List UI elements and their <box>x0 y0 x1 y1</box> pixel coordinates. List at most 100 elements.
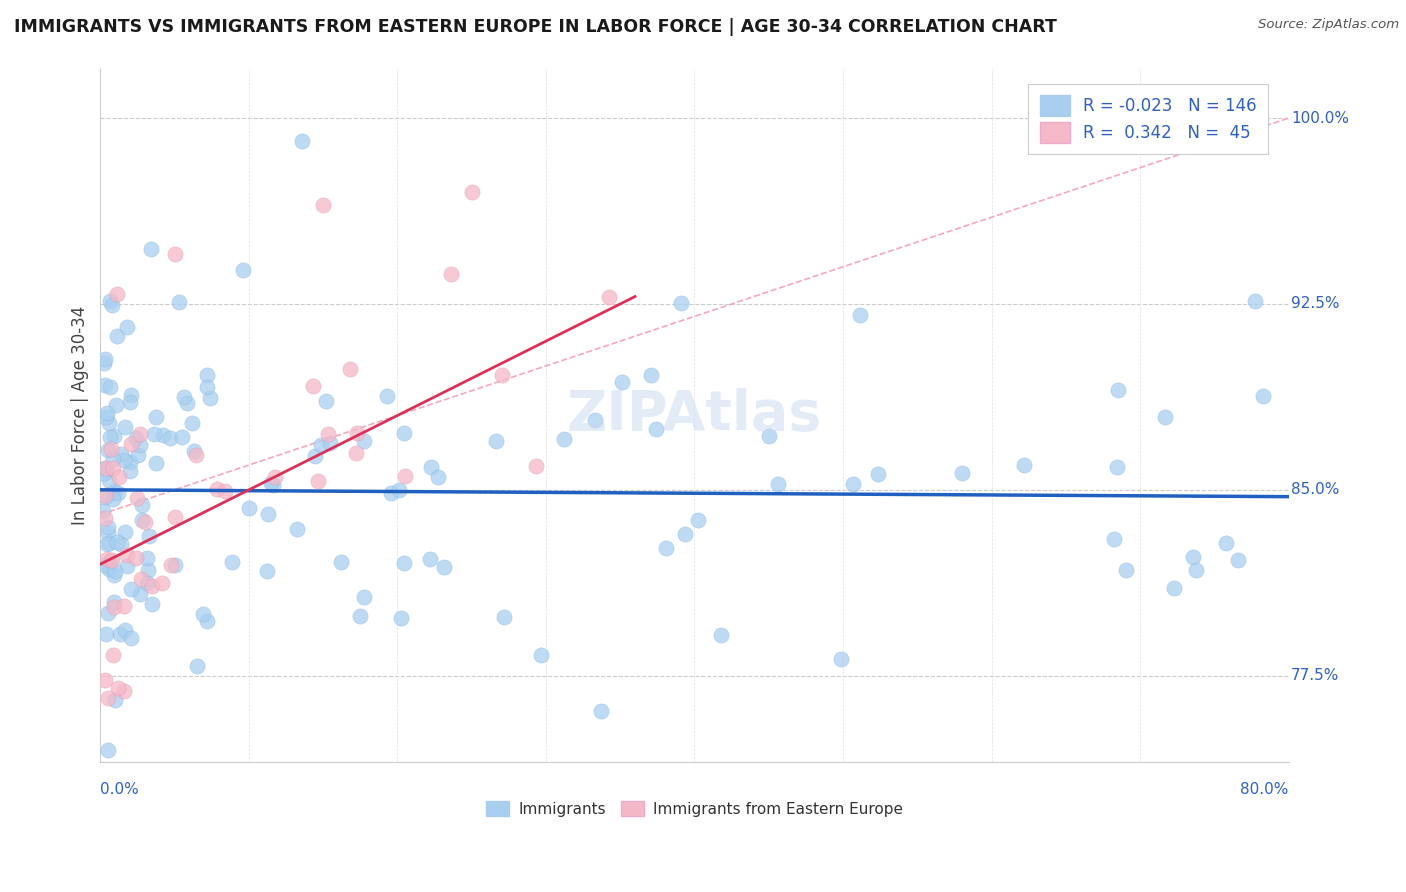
Point <box>675 526 697 541</box>
Point <box>427 470 450 484</box>
Point <box>101 298 124 312</box>
Point <box>93 558 115 573</box>
Point <box>163 247 186 261</box>
Point <box>97 443 120 458</box>
Point <box>654 541 676 555</box>
Point <box>104 564 127 578</box>
Point <box>101 491 124 506</box>
Point <box>94 490 117 504</box>
Point <box>129 586 152 600</box>
Point <box>108 470 131 484</box>
Point <box>94 673 117 687</box>
Point <box>120 437 142 451</box>
Point <box>96 406 118 420</box>
Point <box>141 597 163 611</box>
Point <box>232 263 254 277</box>
Point <box>136 550 159 565</box>
Point <box>1215 536 1237 550</box>
Point <box>1244 293 1267 308</box>
Point <box>136 576 159 591</box>
Point <box>553 432 575 446</box>
Point <box>849 308 872 322</box>
Point <box>1253 389 1275 403</box>
Point <box>392 556 415 570</box>
Point <box>159 558 181 572</box>
Point <box>124 431 146 445</box>
Point <box>380 485 402 500</box>
Point <box>114 524 136 539</box>
Text: 92.5%: 92.5% <box>1291 296 1340 311</box>
Point <box>375 389 398 403</box>
Point <box>98 554 121 568</box>
Point <box>610 375 633 389</box>
Point <box>93 511 115 525</box>
Point <box>205 482 228 496</box>
Point <box>96 537 118 551</box>
Point <box>167 294 190 309</box>
Point <box>758 429 780 443</box>
Point <box>950 466 973 480</box>
Point <box>114 419 136 434</box>
Point <box>257 508 280 522</box>
Point <box>97 473 120 487</box>
Point <box>195 380 218 394</box>
Point <box>311 438 333 452</box>
Point <box>339 361 361 376</box>
Point <box>330 555 353 569</box>
Point <box>1012 458 1035 473</box>
Point <box>766 477 789 491</box>
Point <box>319 436 342 450</box>
Point <box>1115 563 1137 577</box>
Point <box>524 458 547 473</box>
Point <box>129 573 152 587</box>
Point <box>644 422 666 436</box>
Point <box>1153 409 1175 424</box>
Point <box>315 394 337 409</box>
Point <box>112 453 135 467</box>
Point <box>420 460 443 475</box>
Point <box>530 648 553 662</box>
Point <box>97 743 120 757</box>
Point <box>98 562 121 576</box>
Point <box>183 444 205 458</box>
Point <box>598 290 620 304</box>
Point <box>93 356 115 370</box>
Point <box>94 488 117 502</box>
Point <box>120 631 142 645</box>
Point <box>141 578 163 592</box>
Point <box>129 427 152 442</box>
Point <box>433 559 456 574</box>
Point <box>841 476 863 491</box>
Point <box>165 509 187 524</box>
Point <box>97 520 120 534</box>
Point <box>142 427 165 442</box>
Point <box>94 460 117 475</box>
Point <box>346 425 368 440</box>
Point <box>184 448 207 462</box>
Point <box>108 626 131 640</box>
Text: 100.0%: 100.0% <box>1291 111 1348 126</box>
Point <box>120 395 142 409</box>
Point <box>98 430 121 444</box>
Point <box>1102 532 1125 546</box>
Point <box>460 186 482 200</box>
Point <box>105 328 128 343</box>
Legend: Immigrants, Immigrants from Eastern Europe: Immigrants, Immigrants from Eastern Euro… <box>478 793 911 824</box>
Point <box>163 558 186 572</box>
Point <box>1181 549 1204 564</box>
Point <box>291 134 314 148</box>
Point <box>131 513 153 527</box>
Point <box>388 483 411 497</box>
Point <box>93 504 115 518</box>
Point <box>193 607 215 622</box>
Point <box>304 449 326 463</box>
Point <box>98 380 121 394</box>
Point <box>440 267 463 281</box>
Point <box>115 559 138 574</box>
Point <box>484 434 506 448</box>
Point <box>103 483 125 498</box>
Text: 77.5%: 77.5% <box>1291 668 1340 683</box>
Point <box>100 294 122 309</box>
Point <box>349 609 371 624</box>
Point <box>172 430 194 444</box>
